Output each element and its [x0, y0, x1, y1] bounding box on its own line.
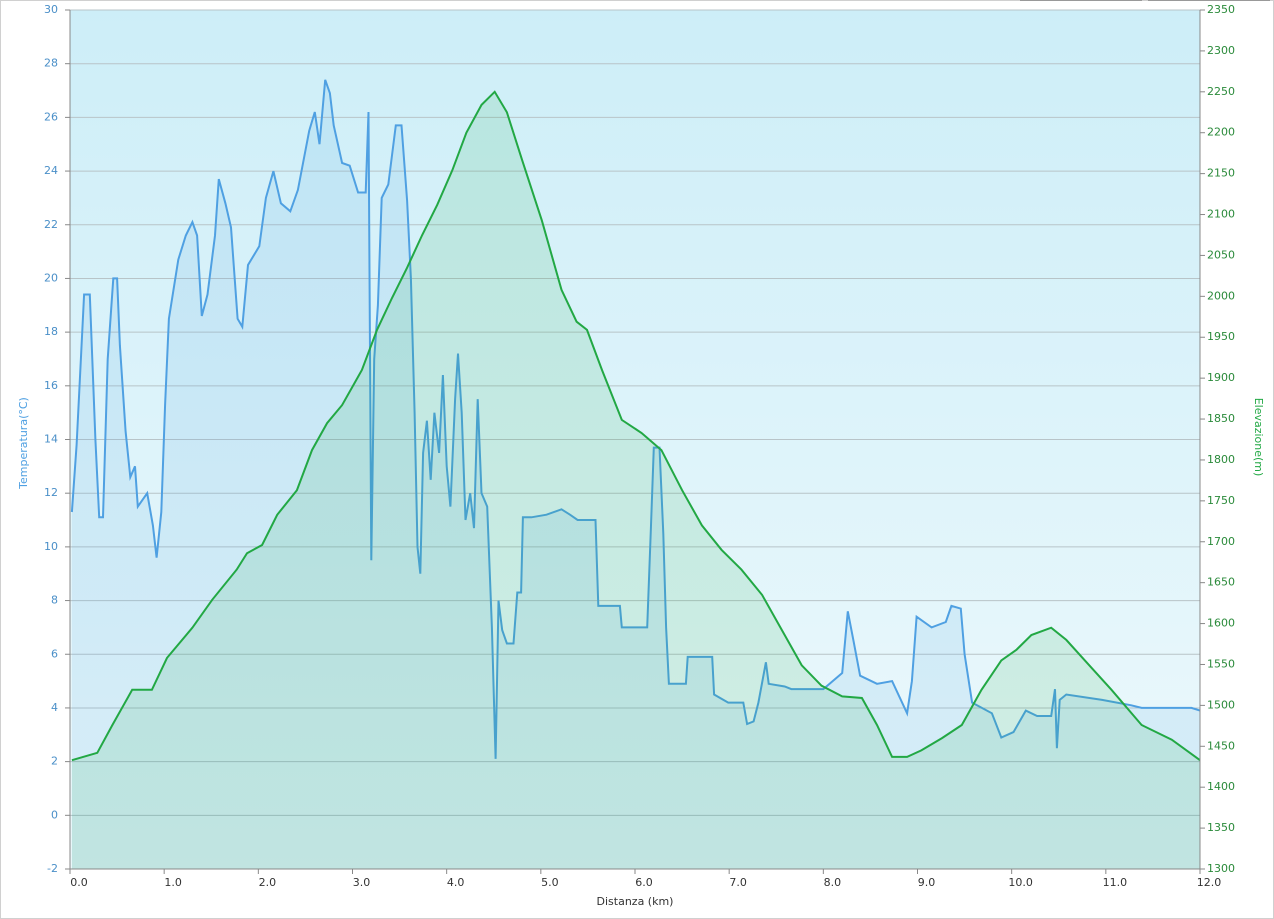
y2-tick-label: 1950 [1207, 330, 1235, 343]
y-tick-label: 22 [44, 218, 58, 231]
x-tick-label: 10.0 [1008, 876, 1033, 889]
y2-tick-label: 1350 [1207, 821, 1235, 834]
x-tick-label: 4.0 [447, 876, 465, 889]
y2-tick-label: 1300 [1207, 862, 1235, 875]
y2-tick-label: 1400 [1207, 780, 1235, 793]
x-tick-label: 1.0 [164, 876, 182, 889]
series-line [70, 79, 1201, 759]
y-tick-label: 14 [44, 433, 58, 446]
y2-tick-label: 2300 [1207, 44, 1235, 57]
x-tick-label: 3.0 [353, 876, 371, 889]
y-tick-label: 20 [44, 271, 58, 284]
x-tick-label: 8.0 [824, 876, 842, 889]
y2-tick-label: 1850 [1207, 412, 1235, 425]
y2-tick-label: 2100 [1207, 208, 1235, 221]
y-tick-label: 26 [44, 110, 58, 123]
y-tick-label: 10 [44, 540, 58, 553]
series-area [71, 91, 1200, 870]
y2-tick-label: 1450 [1207, 739, 1235, 752]
x-tick-label: 5.0 [541, 876, 559, 889]
series-area [71, 79, 1200, 870]
y2-tick-label: 1900 [1207, 371, 1235, 384]
y-axis-title: Temperatura(°C) [17, 397, 30, 490]
x-tick-label: 12.0 [1197, 876, 1222, 889]
x-tick-label: 6.0 [635, 876, 653, 889]
y2-tick-label: 2150 [1207, 167, 1235, 180]
y-tick-label: 28 [44, 57, 58, 70]
y2-tick-label: 2350 [1207, 3, 1235, 16]
x-tick-label: 11.0 [1103, 876, 1128, 889]
y2-tick-label: 1550 [1207, 657, 1235, 670]
y2-tick-label: 2250 [1207, 85, 1235, 98]
y2-tick-label: 2050 [1207, 248, 1235, 261]
x-tick-label: 2.0 [259, 876, 277, 889]
y-tick-label: -2 [47, 862, 58, 875]
y2-tick-label: 1650 [1207, 576, 1235, 589]
y-tick-label: 6 [51, 647, 58, 660]
y2-tick-label: 2000 [1207, 289, 1235, 302]
series-line [71, 90, 1201, 762]
y-tick-label: 12 [44, 486, 58, 499]
y-tick-label: 30 [44, 3, 58, 16]
x-axis-title: Distanza (km) [597, 895, 674, 908]
y2-tick-label: 1500 [1207, 698, 1235, 711]
x-tick-label: 9.0 [918, 876, 936, 889]
y-tick-label: 8 [51, 594, 58, 607]
y-tick-label: 24 [44, 164, 58, 177]
y-tick-label: 16 [44, 379, 58, 392]
y2-tick-label: 1600 [1207, 617, 1235, 630]
y2-tick-label: 2200 [1207, 126, 1235, 139]
y2-tick-label: 1700 [1207, 535, 1235, 548]
y-tick-label: 18 [44, 325, 58, 338]
y-tick-label: 0 [51, 808, 58, 821]
x-tick-label: 0.0 [70, 876, 88, 889]
y2-axis-title: Elevazione(m) [1252, 398, 1265, 477]
y2-tick-label: 1800 [1207, 453, 1235, 466]
y-tick-label: 2 [51, 755, 58, 768]
x-tick-label: 7.0 [729, 876, 747, 889]
y-tick-label: 4 [51, 701, 58, 714]
y2-tick-label: 1750 [1207, 494, 1235, 507]
